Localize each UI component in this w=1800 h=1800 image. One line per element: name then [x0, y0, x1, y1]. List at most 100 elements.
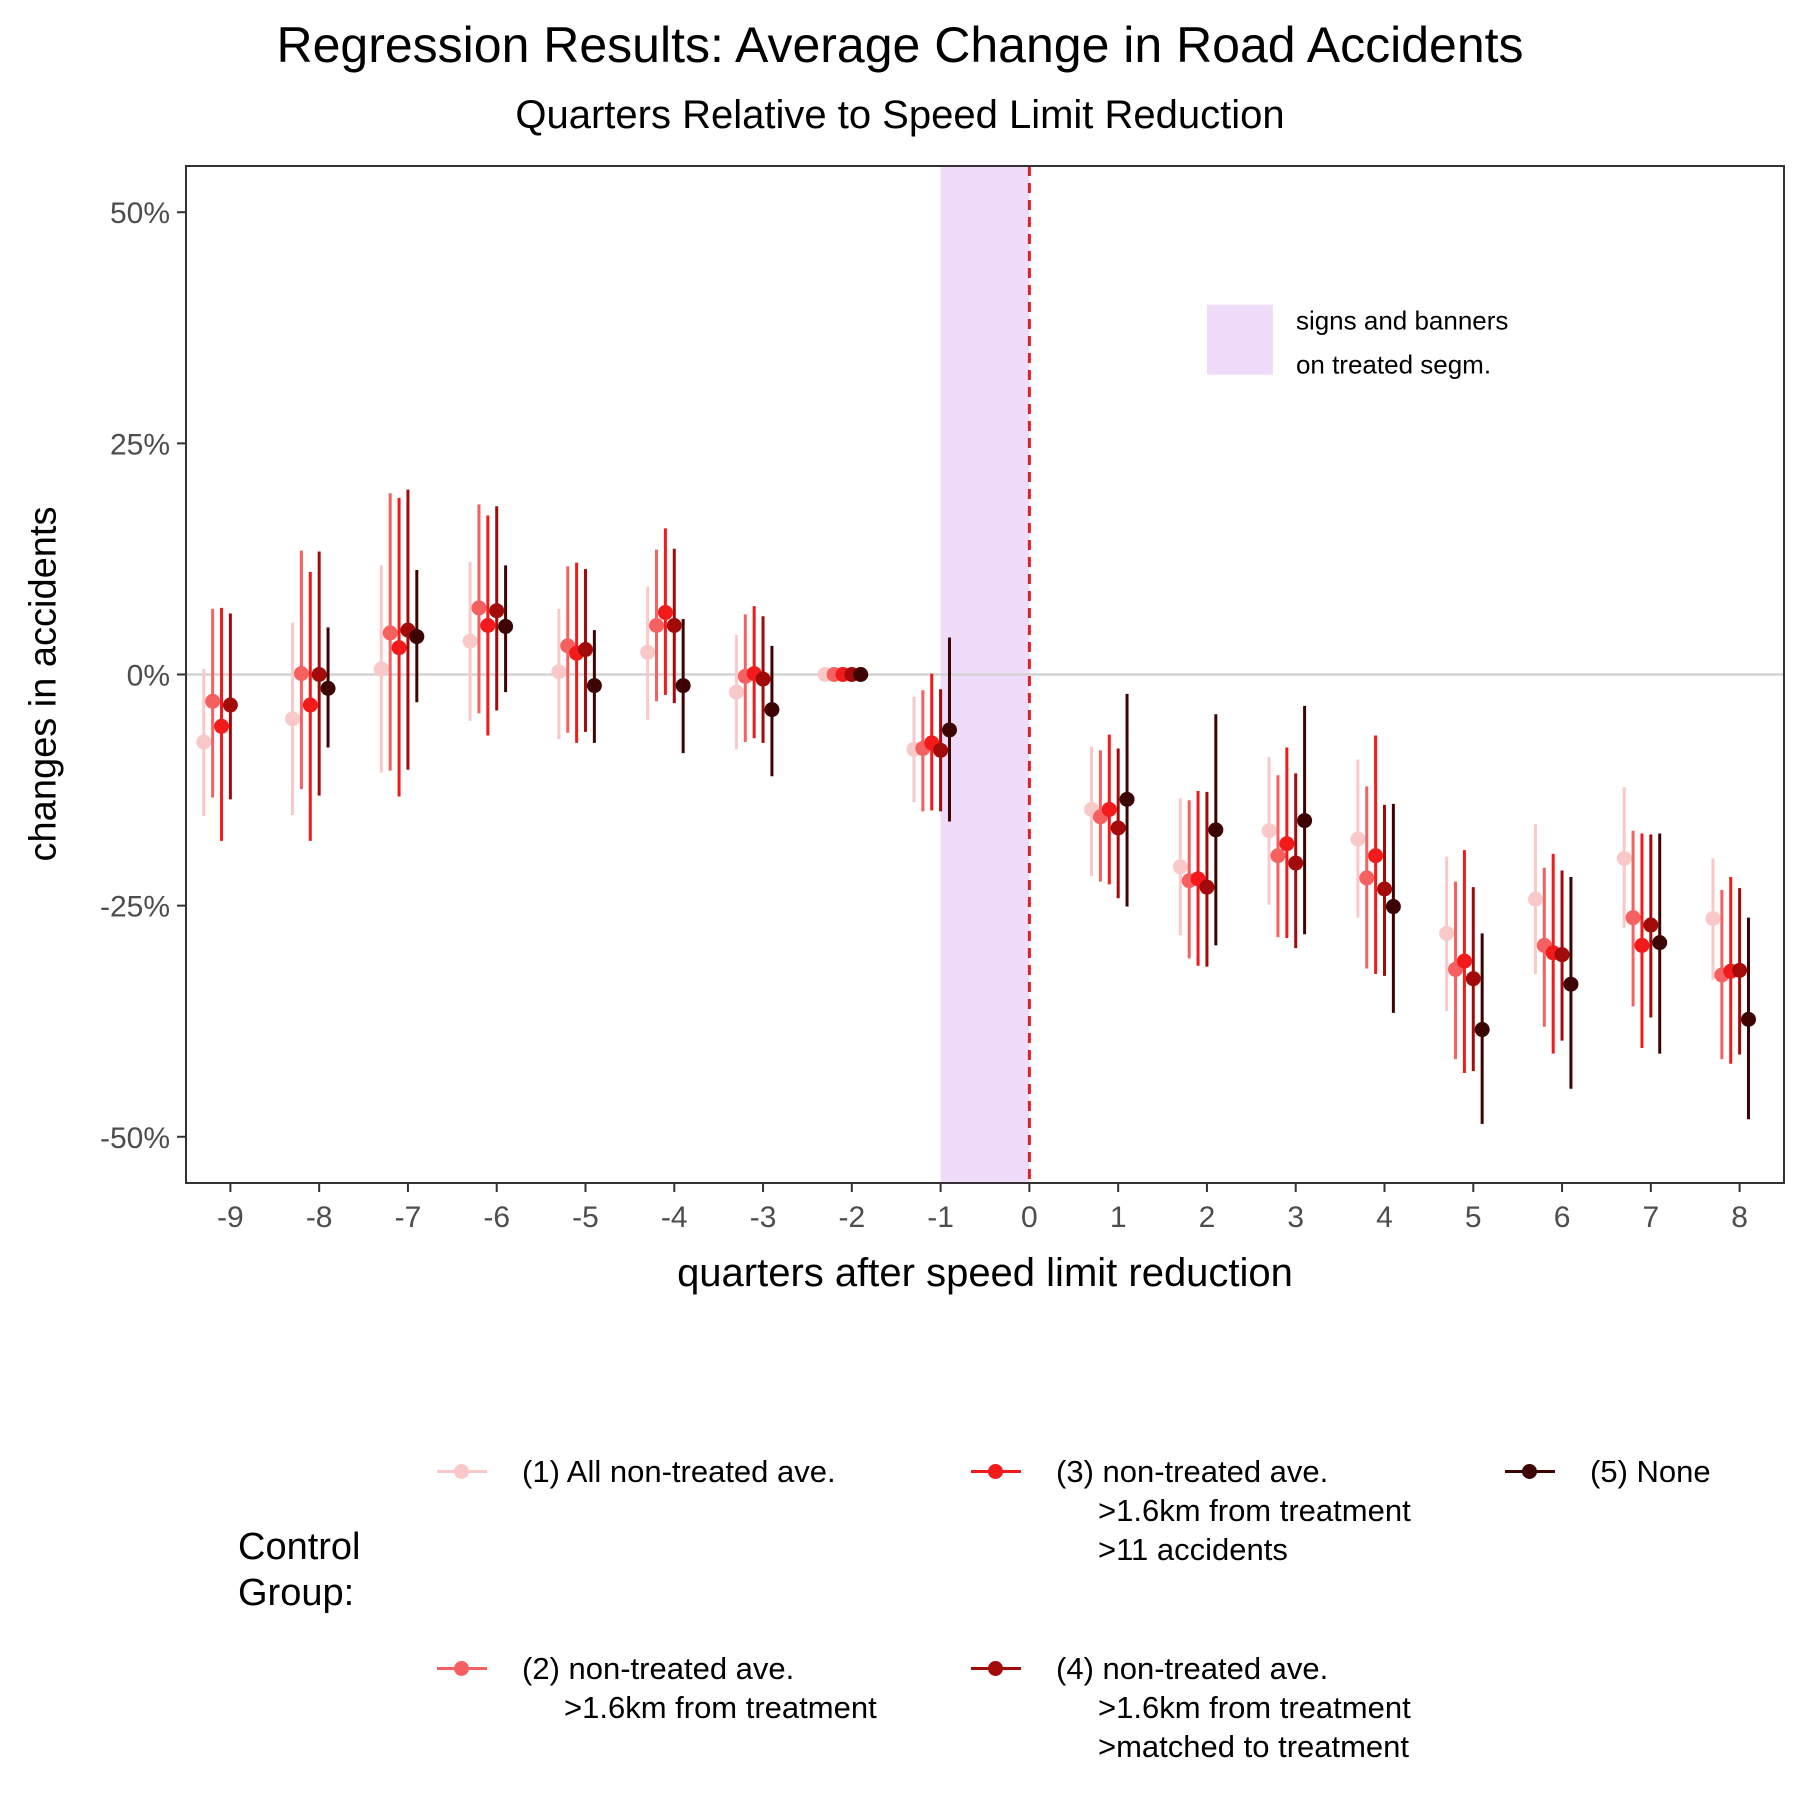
series-4	[222, 489, 1748, 1072]
data-point	[1634, 937, 1650, 953]
data-point	[320, 680, 336, 696]
x-tick-label: 2	[1199, 1201, 1216, 1234]
data-point	[1652, 935, 1668, 951]
data-point	[1208, 822, 1224, 838]
data-point	[1456, 953, 1472, 969]
data-point	[1270, 848, 1286, 864]
data-point	[1625, 910, 1641, 926]
chart-title: Regression Results: Average Change in Ro…	[276, 17, 1524, 73]
data-point	[1297, 813, 1313, 829]
x-tick-label: 6	[1554, 1201, 1571, 1234]
x-tick-label: 3	[1287, 1201, 1304, 1234]
series-3	[214, 497, 1739, 1073]
y-tick-label: 0%	[127, 660, 170, 693]
data-point	[1172, 859, 1188, 875]
legend-key	[1500, 1452, 1560, 1491]
data-point	[1279, 836, 1295, 852]
x-tick-label: -7	[395, 1201, 422, 1234]
x-axis-label: quarters after speed limit reduction	[677, 1251, 1293, 1295]
data-point	[1110, 820, 1126, 836]
legend-key	[966, 1452, 1026, 1491]
data-point	[1350, 831, 1366, 847]
data-point	[214, 718, 230, 734]
x-tick-label: -2	[838, 1201, 865, 1234]
data-point	[1563, 976, 1579, 992]
data-point	[1643, 917, 1659, 933]
y-tick-label: -50%	[100, 1122, 170, 1155]
data-point	[391, 640, 407, 656]
x-tick-label: 7	[1642, 1201, 1659, 1234]
legend-key	[966, 1649, 1026, 1688]
y-tick-label: 50%	[110, 197, 170, 230]
series-2	[205, 493, 1730, 1060]
data-point	[293, 666, 309, 682]
x-tick-label: -5	[572, 1201, 599, 1234]
data-point	[373, 661, 389, 677]
data-point	[285, 711, 301, 727]
data-point	[666, 617, 682, 633]
data-point	[755, 671, 771, 687]
data-point	[1740, 1011, 1756, 1027]
data-point	[933, 742, 949, 758]
data-point	[205, 693, 221, 709]
data-point	[498, 618, 514, 634]
x-tick-label: -3	[750, 1201, 777, 1234]
band-legend-key	[1206, 304, 1273, 375]
data-point	[480, 617, 496, 633]
data-point	[1377, 881, 1392, 897]
data-point	[1465, 971, 1481, 987]
data-point	[489, 603, 505, 619]
data-point	[471, 600, 487, 616]
data-point	[311, 667, 327, 682]
series-5	[320, 565, 1756, 1124]
data-point	[657, 605, 673, 621]
data-point	[1732, 962, 1748, 978]
x-tick-label: -8	[306, 1201, 333, 1234]
data-point	[728, 684, 744, 700]
data-point	[941, 722, 957, 738]
legend-key	[432, 1649, 492, 1688]
data-point	[578, 642, 593, 658]
x-tick-label: -1	[927, 1201, 954, 1234]
data-point	[1616, 850, 1632, 866]
data-point	[1288, 855, 1304, 871]
data-point	[1705, 911, 1721, 927]
x-tick-label: 0	[1021, 1201, 1038, 1234]
x-tick-label: 5	[1465, 1201, 1482, 1234]
band-legend-label: on treated segm.	[1296, 350, 1491, 380]
data-point	[764, 702, 780, 718]
band-legend-label: signs and banners	[1296, 306, 1508, 336]
legend-title: Control Group:	[238, 1526, 361, 1614]
series-1	[196, 561, 1721, 1012]
data-point	[640, 644, 656, 660]
data-point	[649, 617, 665, 633]
data-point	[382, 625, 398, 641]
data-point	[1474, 1022, 1490, 1038]
data-point	[302, 697, 318, 713]
data-point	[586, 678, 602, 694]
y-tick-label: -25%	[100, 891, 170, 924]
legend-key	[432, 1452, 492, 1491]
x-tick-label: 8	[1731, 1201, 1748, 1234]
x-tick-label: 1	[1110, 1201, 1127, 1234]
data-point	[1368, 848, 1384, 864]
data-point	[675, 678, 691, 694]
data-point	[1385, 899, 1401, 915]
data-point	[409, 629, 425, 645]
data-point	[196, 734, 212, 750]
data-point	[551, 664, 567, 680]
data-point	[1439, 925, 1455, 941]
x-tick-label: -4	[661, 1201, 688, 1234]
data-point	[853, 667, 869, 682]
data-point	[1119, 791, 1135, 807]
chart-subtitle: Quarters Relative to Speed Limit Reducti…	[515, 93, 1285, 137]
data-point	[1101, 801, 1117, 817]
x-tick-label: -6	[483, 1201, 510, 1234]
x-tick-label: 4	[1376, 1201, 1393, 1234]
data-point	[1199, 879, 1215, 895]
data-point	[1527, 891, 1543, 907]
data-point	[462, 633, 478, 649]
data-point	[1554, 947, 1570, 963]
y-tick-label: 25%	[110, 428, 170, 461]
x-tick-label: -9	[217, 1201, 244, 1234]
